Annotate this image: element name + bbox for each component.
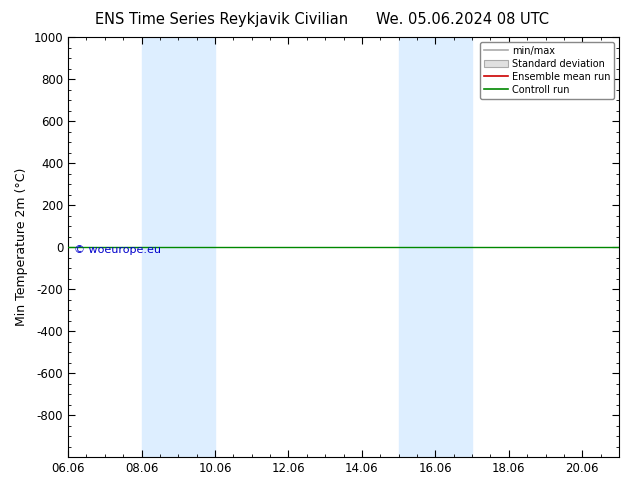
Text: ENS Time Series Reykjavik Civilian: ENS Time Series Reykjavik Civilian	[95, 12, 349, 27]
Y-axis label: Min Temperature 2m (°C): Min Temperature 2m (°C)	[15, 168, 28, 326]
Legend: min/max, Standard deviation, Ensemble mean run, Controll run: min/max, Standard deviation, Ensemble me…	[480, 42, 614, 98]
Bar	[399, 37, 472, 457]
Text: © woeurope.eu: © woeurope.eu	[74, 245, 160, 255]
Bar	[141, 37, 215, 457]
Text: We. 05.06.2024 08 UTC: We. 05.06.2024 08 UTC	[377, 12, 549, 27]
